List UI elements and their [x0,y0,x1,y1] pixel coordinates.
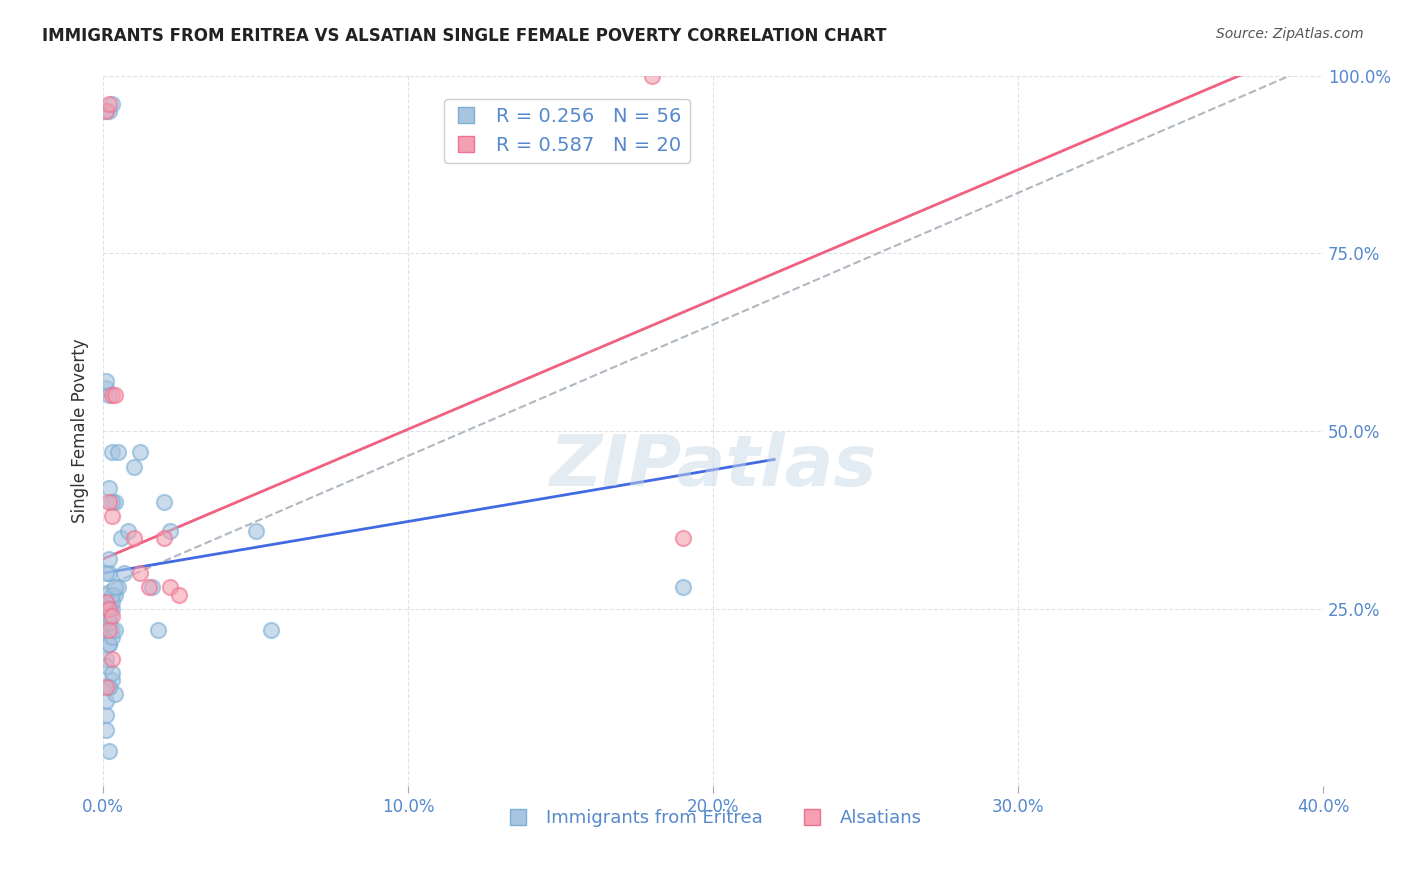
Point [98,97,121,112]
Point [122,531,145,545]
Point [96,566,118,581]
Point [96,594,118,608]
Point [96,694,118,708]
Point [98,601,121,615]
Point [101,445,124,459]
Point [96,723,118,737]
Point [101,509,124,524]
Point [114,566,136,581]
Point [104,495,127,509]
Point [96,623,118,637]
Point [101,673,124,687]
Point [98,104,121,119]
Point [96,374,118,388]
Point [245,524,267,538]
Point [98,608,121,623]
Point [98,637,121,651]
Point [104,388,127,402]
Point [117,524,139,538]
Point [96,381,118,395]
Legend: Immigrants from Eritrea, Alsatians: Immigrants from Eritrea, Alsatians [496,802,929,834]
Point [98,744,121,758]
Point [101,594,124,608]
Point [153,531,176,545]
Point [101,601,124,615]
Point [101,623,124,637]
Point [104,623,127,637]
Point [107,445,129,459]
Point [159,524,181,538]
Point [101,608,124,623]
Point [260,623,283,637]
Point [641,69,664,83]
Point [96,588,118,602]
Point [101,651,124,665]
Point [101,588,124,602]
Point [128,445,150,459]
Point [169,588,191,602]
Point [96,104,118,119]
Point [96,104,118,119]
Point [101,97,124,112]
Point [98,680,121,694]
Text: Source: ZipAtlas.com: Source: ZipAtlas.com [1216,27,1364,41]
Point [672,531,695,545]
Point [98,495,121,509]
Point [98,481,121,495]
Point [146,623,169,637]
Point [98,623,121,637]
Point [107,581,129,595]
Point [98,637,121,651]
Point [101,495,124,509]
Point [128,566,150,581]
Point [98,615,121,630]
Point [96,658,118,673]
Point [110,531,132,545]
Point [98,388,121,402]
Point [153,495,176,509]
Point [104,588,127,602]
Point [98,608,121,623]
Point [96,708,118,723]
Point [104,581,127,595]
Point [96,680,118,694]
Text: IMMIGRANTS FROM ERITREA VS ALSATIAN SINGLE FEMALE POVERTY CORRELATION CHART: IMMIGRANTS FROM ERITREA VS ALSATIAN SING… [42,27,887,45]
Point [101,665,124,680]
Point [122,459,145,474]
Y-axis label: Single Female Poverty: Single Female Poverty [72,339,89,524]
Point [101,630,124,644]
Point [101,388,124,402]
Point [672,581,695,595]
Point [141,581,163,595]
Point [138,581,160,595]
Point [98,601,121,615]
Point [96,601,118,615]
Point [98,552,121,566]
Point [98,680,121,694]
Text: ZIPatlas: ZIPatlas [550,432,877,501]
Point [159,581,181,595]
Point [96,651,118,665]
Point [96,594,118,608]
Point [104,687,127,701]
Point [98,566,121,581]
